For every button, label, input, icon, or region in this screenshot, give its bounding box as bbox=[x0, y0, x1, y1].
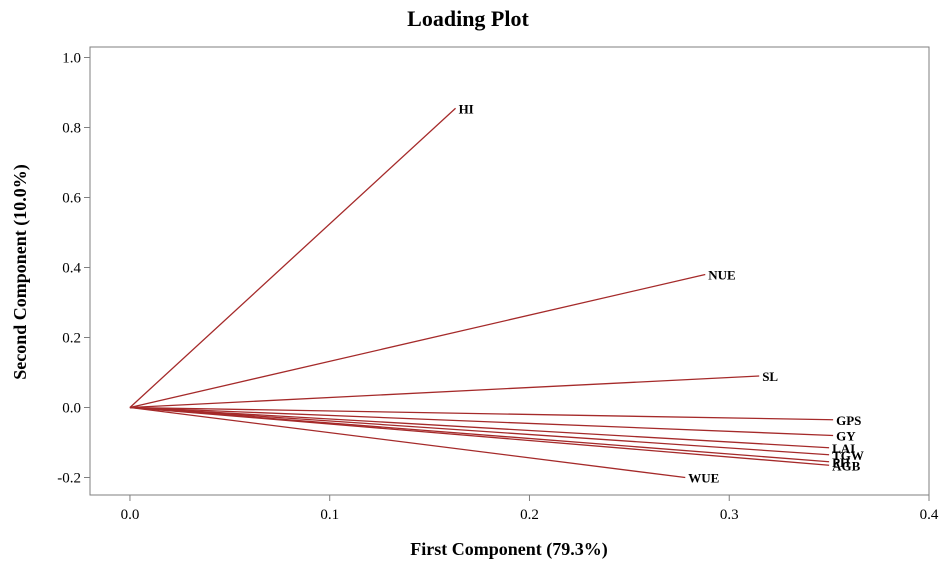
y-tick-label: 0.8 bbox=[62, 121, 81, 137]
x-axis: 0.0 0.1 0.2 0.3 0.4 bbox=[121, 495, 939, 523]
x-tick-label: 0.0 bbox=[121, 507, 140, 523]
loading-line-gy bbox=[129, 406, 834, 437]
chart-title: Loading Plot bbox=[407, 6, 529, 31]
y-tick-label: -0.2 bbox=[57, 471, 81, 487]
y-tick-label: 0.2 bbox=[62, 331, 81, 347]
variable-label-nue: NUE bbox=[708, 268, 735, 283]
loading-vectors bbox=[129, 107, 834, 479]
loading-line-gps bbox=[129, 406, 834, 421]
variable-label-wue: WUE bbox=[688, 471, 719, 486]
y-axis-label: Second Component (10.0%) bbox=[10, 164, 31, 380]
variable-label-hi: HI bbox=[459, 101, 474, 116]
y-tick-label: 0.4 bbox=[62, 261, 81, 277]
variable-label-agb: AGB bbox=[832, 458, 861, 473]
x-axis-label: First Component (79.3%) bbox=[410, 539, 607, 560]
y-tick-label: 0.6 bbox=[62, 191, 81, 207]
y-tick-label: 1.0 bbox=[62, 51, 81, 67]
variable-label-lai: LAI bbox=[832, 441, 855, 456]
loading-line-agb bbox=[129, 406, 830, 466]
variable-label-ph: PH bbox=[832, 455, 850, 470]
loading-line-sl bbox=[129, 375, 760, 409]
x-tick-label: 0.2 bbox=[520, 507, 539, 523]
loading-line-tgw bbox=[129, 406, 830, 456]
variable-label-gy: GY bbox=[836, 429, 856, 444]
variable-label-sl: SL bbox=[762, 369, 778, 384]
x-tick-label: 0.4 bbox=[920, 507, 939, 523]
x-tick-label: 0.3 bbox=[720, 507, 739, 523]
loading-line-lai bbox=[129, 406, 830, 449]
plot-frame bbox=[89, 46, 930, 496]
loading-line-hi bbox=[129, 107, 457, 408]
loading-line-nue bbox=[129, 273, 706, 409]
y-tick-label: 0.0 bbox=[62, 401, 81, 417]
loading-line-wue bbox=[129, 406, 686, 479]
variable-label-gps: GPS bbox=[836, 413, 861, 428]
x-tick-label: 0.1 bbox=[320, 507, 339, 523]
y-axis: -0.2 0.0 0.2 0.4 0.6 0.8 1.0 bbox=[57, 51, 90, 487]
variable-label-tgw: TGW bbox=[832, 448, 864, 463]
